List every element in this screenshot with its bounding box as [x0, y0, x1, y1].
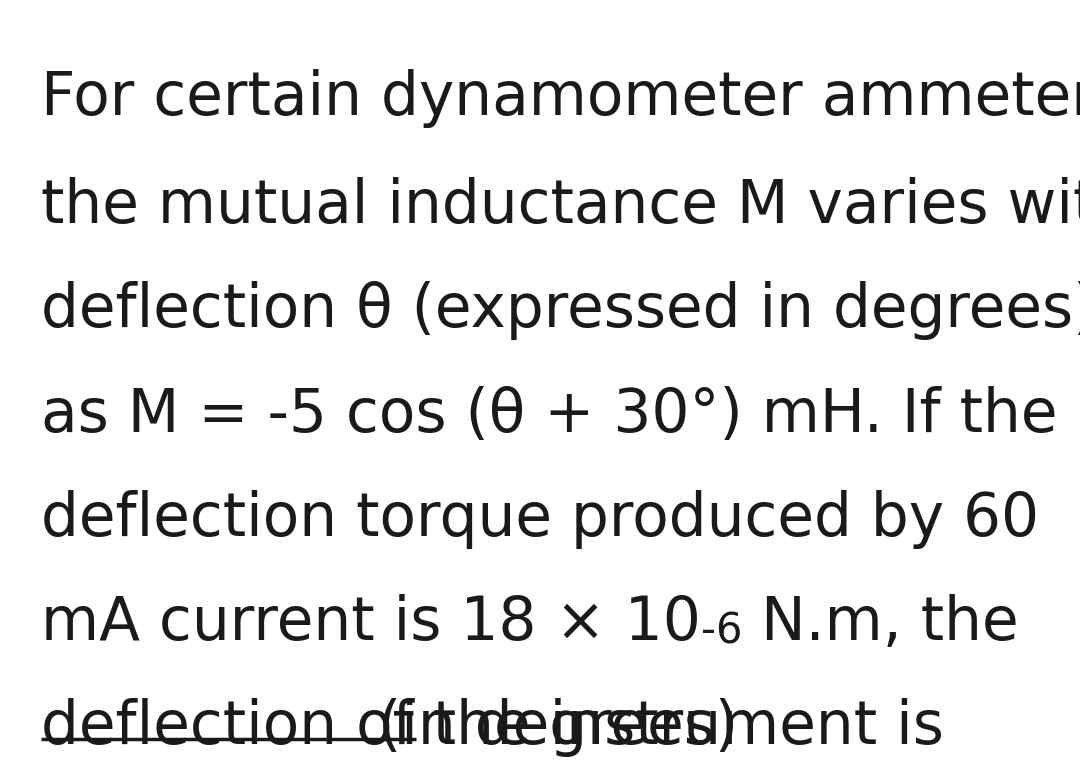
Text: as M = -5 cos (θ + 30°) mH. If the: as M = -5 cos (θ + 30°) mH. If the [41, 386, 1057, 445]
Text: mA current is 18 × 10: mA current is 18 × 10 [41, 594, 701, 653]
Text: (in degrees): (in degrees) [378, 698, 738, 757]
Text: deflection torque produced by 60: deflection torque produced by 60 [41, 490, 1039, 549]
Text: the mutual inductance M varies with: the mutual inductance M varies with [41, 177, 1080, 237]
Text: N.m, the: N.m, the [742, 594, 1020, 653]
Text: For certain dynamometer ammeter,: For certain dynamometer ammeter, [41, 69, 1080, 129]
Text: deflection θ (expressed in degrees): deflection θ (expressed in degrees) [41, 281, 1080, 341]
Text: deflection of the instrument is: deflection of the instrument is [41, 698, 944, 757]
Text: -6: -6 [701, 611, 742, 652]
